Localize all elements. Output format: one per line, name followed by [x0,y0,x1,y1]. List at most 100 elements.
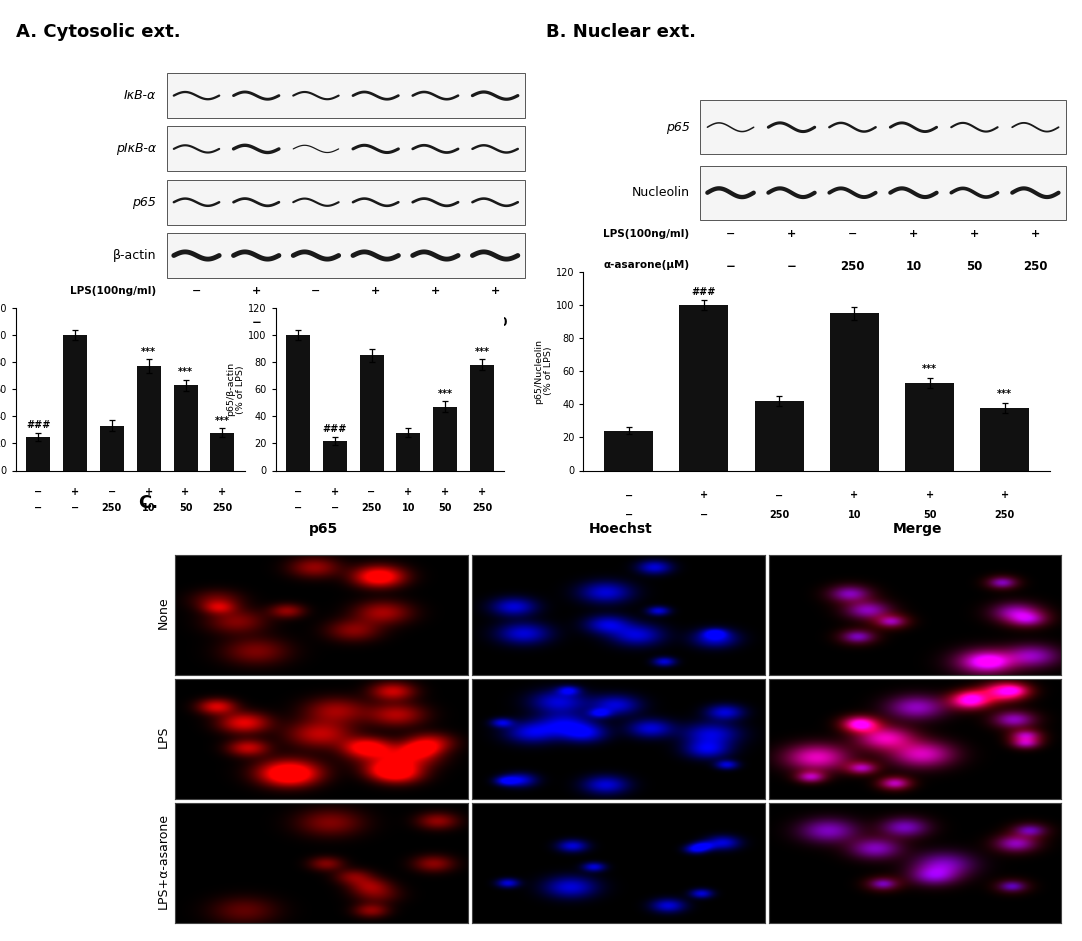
Text: 250: 250 [1024,260,1047,273]
Text: −: − [624,490,633,501]
Text: −: − [312,286,320,296]
Text: −: − [34,503,42,513]
Text: −: − [700,510,708,520]
Text: ###: ### [691,287,716,296]
Text: ###: ### [26,420,51,430]
Text: 50: 50 [179,503,193,513]
Text: −: − [848,229,857,239]
Bar [679,305,728,470]
Text: ***: *** [438,389,452,399]
Text: +: + [478,486,486,497]
Text: +: + [1031,229,1040,239]
Bar [906,383,954,470]
Text: −: − [293,486,302,497]
Text: +: + [145,486,153,497]
Text: +: + [252,286,261,296]
Text: +: + [431,286,440,296]
Bar [359,356,383,470]
Text: 10: 10 [847,510,861,520]
Text: 250: 250 [472,503,492,513]
Bar [167,73,525,119]
Text: α-asarone(μM): α-asarone(μM) [604,260,689,269]
Bar [136,366,161,470]
Text: +: + [371,286,380,296]
Bar [26,437,50,470]
Text: ***: *** [215,416,229,425]
Text: 50: 50 [923,510,936,520]
Bar [700,166,1066,220]
Bar [167,126,525,171]
Text: −: − [71,503,79,513]
Text: p65: p65 [309,521,339,535]
Text: −: − [34,486,42,497]
Bar [396,433,421,470]
Text: −: − [368,486,375,497]
Text: C.: C. [138,494,158,512]
Bar [604,431,654,470]
Text: ***: *** [475,346,489,357]
Text: −: − [331,503,339,513]
Text: α-asarone(μM): α-asarone(μM) [70,315,156,326]
Text: −: − [624,510,633,520]
Text: LPS: LPS [157,726,170,748]
Bar [286,335,309,470]
Text: 10: 10 [142,503,156,513]
Text: 250: 250 [212,503,233,513]
Text: ###: ### [322,423,347,434]
Text: +: + [331,486,339,497]
Bar [100,425,123,470]
Text: −: − [108,486,116,497]
Text: Merge: Merge [893,521,942,535]
Text: +: + [969,229,979,239]
Text: p65: p65 [665,120,689,134]
Bar [322,440,346,470]
Text: 50: 50 [438,503,452,513]
Text: +: + [490,286,500,296]
Text: LPS(100ng/ml): LPS(100ng/ml) [604,229,689,239]
Text: +: + [405,486,412,497]
Text: −: − [192,286,201,296]
Text: +: + [441,486,449,497]
Text: pIκB-α: pIκB-α [116,142,156,155]
Text: ***: *** [179,367,193,377]
Text: A. Cytosolic ext.: A. Cytosolic ext. [16,24,181,41]
Text: p65: p65 [132,196,156,209]
Text: ***: *** [142,346,156,357]
Text: 50: 50 [427,315,444,328]
Bar [173,385,198,470]
Text: LPS+α-asarone: LPS+α-asarone [157,813,170,909]
Text: −: − [775,490,783,501]
Bar [754,401,804,470]
Bar [700,100,1066,154]
Text: +: + [787,229,796,239]
Text: −: − [251,315,261,328]
Text: −: − [192,315,201,328]
Text: IκB-α: IκB-α [124,89,156,103]
Text: 250: 250 [841,260,865,273]
Text: None: None [157,597,170,630]
Text: 250: 250 [994,510,1015,520]
Text: 50: 50 [966,260,982,273]
Text: −: − [787,260,796,273]
Text: −: − [726,260,736,273]
Text: 250: 250 [102,503,122,513]
Text: 250: 250 [361,503,382,513]
Text: −: − [293,503,302,513]
Text: +: + [182,486,189,497]
Text: +: + [909,229,918,239]
Text: LPS(100ng/ml): LPS(100ng/ml) [70,286,156,296]
Text: 10: 10 [401,503,415,513]
Y-axis label: p65/Nucleolin
(% of LPS): p65/Nucleolin (% of LPS) [533,339,553,404]
Text: +: + [925,490,934,501]
Text: 250: 250 [769,510,789,520]
Text: +: + [219,486,226,497]
Text: B. Nuclear ext.: B. Nuclear ext. [546,24,697,41]
Text: 10: 10 [906,260,922,273]
Text: ***: *** [998,390,1013,399]
Bar [433,407,458,470]
Bar [830,313,879,470]
Bar [980,407,1029,470]
Bar [470,365,494,470]
Text: 10: 10 [368,315,384,328]
Text: +: + [700,490,708,501]
